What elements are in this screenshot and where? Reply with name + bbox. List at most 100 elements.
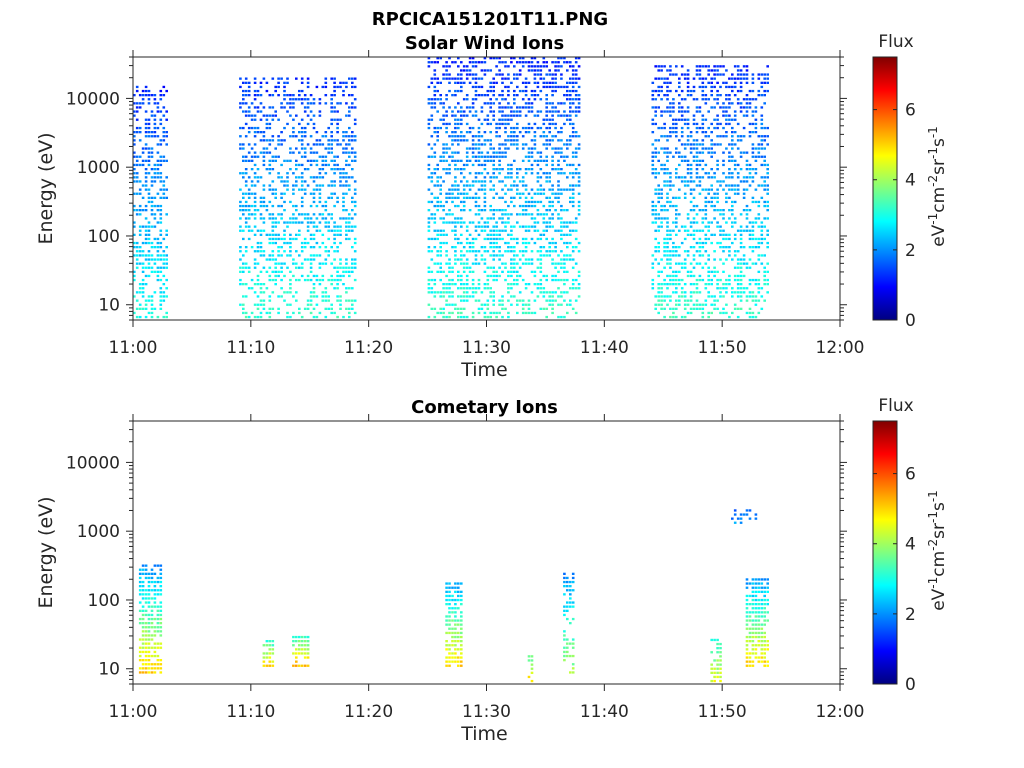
spectrogram-cell (651, 287, 655, 290)
spectrogram-cell (577, 135, 581, 138)
spectrogram-cell (492, 77, 495, 80)
spectrogram-cell (460, 217, 463, 220)
spectrogram-cell (342, 209, 345, 212)
spectrogram-cell (751, 122, 755, 126)
spectrogram-cell (678, 254, 681, 257)
spectrogram-cell (557, 295, 560, 298)
spectrogram-cell (492, 114, 495, 117)
spectrogram-cell (135, 213, 139, 216)
spectrogram-cell (695, 155, 699, 158)
spectrogram-cell (560, 147, 563, 150)
spectrogram-cell (286, 176, 289, 179)
spectrogram-cell (689, 163, 693, 167)
spectrogram-cell (448, 122, 451, 126)
spectrogram-cell (298, 233, 301, 236)
spectrogram-cell (283, 237, 286, 241)
spectrogram-cell (309, 299, 313, 302)
spectrogram-cell (510, 184, 513, 187)
spectrogram-cell (462, 110, 466, 113)
spectrogram-cell (666, 172, 669, 175)
spectrogram-cell (147, 311, 151, 315)
spectrogram-cell (306, 85, 310, 89)
spectrogram-cell (439, 278, 442, 282)
spectrogram-cell (695, 98, 699, 101)
spectrogram-cell (725, 283, 728, 286)
spectrogram-cell (448, 660, 451, 663)
spectrogram-cell (295, 209, 298, 212)
spectrogram-cell (156, 274, 160, 278)
spectrogram-cell (566, 254, 569, 257)
spectrogram-cell (298, 278, 301, 282)
spectrogram-cell (433, 94, 437, 97)
spectrogram-cell (244, 81, 248, 84)
spectrogram-cell (277, 213, 280, 216)
spectrogram-cell (477, 188, 481, 191)
spectrogram-cell (486, 151, 490, 154)
spectrogram-cell (571, 278, 575, 282)
spectrogram-cell (436, 98, 439, 101)
spectrogram-cell (748, 122, 752, 126)
spectrogram-cell (542, 204, 546, 208)
spectrogram-cell (498, 122, 501, 126)
spectrogram-cell (345, 192, 348, 195)
spectrogram-cell (536, 180, 540, 183)
spectrogram-cell (657, 69, 660, 72)
spectrogram-cell (530, 57, 534, 60)
spectrogram-cell (298, 98, 301, 101)
spectrogram-cell (713, 299, 716, 302)
spectrogram-cell (292, 311, 295, 315)
spectrogram-cell (742, 513, 746, 516)
spectrogram-cell (436, 196, 439, 199)
spectrogram-cell (707, 229, 710, 232)
spectrogram-cell (448, 89, 451, 93)
spectrogram-cell (492, 163, 495, 167)
spectrogram-cell (577, 184, 581, 187)
spectrogram-cell (445, 590, 448, 593)
spectrogram-cell (722, 126, 725, 130)
spectrogram-cell (289, 168, 292, 171)
spectrogram-cell (460, 139, 463, 142)
spectrogram-cell (722, 311, 725, 315)
spectrogram-cell (745, 582, 749, 585)
spectrogram-cell (253, 233, 257, 236)
spectrogram-cell (719, 655, 722, 658)
spectrogram-cell (436, 57, 439, 60)
spectrogram-cell (321, 143, 325, 146)
spectrogram-cell (324, 155, 328, 158)
spectrogram-cell (663, 254, 666, 257)
spectrogram-cell (716, 69, 719, 72)
spectrogram-cell (239, 143, 242, 146)
spectrogram-cell (560, 102, 563, 105)
spectrogram-cell (295, 233, 298, 236)
spectrogram-cell (460, 180, 463, 183)
spectrogram-cell (303, 126, 307, 130)
spectrogram-cell (242, 303, 245, 306)
spectrogram-cell (663, 295, 666, 298)
spectrogram-cell (141, 572, 145, 575)
spectrogram-cell (689, 225, 693, 228)
spectrogram-cell (144, 638, 148, 641)
spectrogram-cell (495, 241, 498, 245)
spectrogram-cell (530, 155, 534, 158)
spectrogram-cell (468, 126, 472, 130)
spectrogram-cell (138, 225, 142, 228)
spectrogram-cell (253, 126, 257, 130)
spectrogram-cell (571, 667, 575, 670)
spectrogram-cell (695, 307, 699, 310)
spectrogram-cell (704, 262, 708, 265)
spectrogram-cell (689, 176, 693, 179)
spectrogram-cell (353, 213, 357, 216)
spectrogram-cell (448, 603, 451, 606)
spectrogram-cell (683, 258, 687, 261)
spectrogram-cell (489, 217, 492, 220)
spectrogram-cell (448, 81, 451, 84)
spectrogram-cell (480, 291, 484, 294)
spectrogram-cell (300, 98, 304, 101)
spectrogram-cell (353, 278, 357, 282)
spectrogram-cell (159, 278, 163, 282)
spectrogram-cell (736, 147, 740, 150)
spectrogram-cell (527, 155, 531, 158)
spectrogram-cell (527, 65, 531, 68)
spectrogram-cell (250, 311, 254, 315)
